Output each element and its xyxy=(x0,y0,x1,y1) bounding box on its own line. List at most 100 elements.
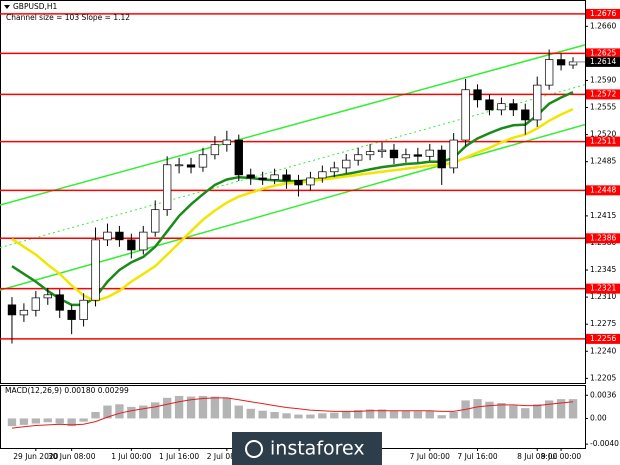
macd-bar xyxy=(19,418,29,425)
candle-body xyxy=(67,309,76,320)
candle-body xyxy=(55,294,64,311)
y-tick-label: 1.2590 xyxy=(590,75,616,84)
macd-bar xyxy=(389,410,399,419)
candle-body xyxy=(294,179,303,186)
candle-body xyxy=(270,174,279,180)
y-tick-label: 1.2555 xyxy=(590,103,616,112)
level-label: 1.2676 xyxy=(590,9,616,18)
y-tick-label: 1.2205 xyxy=(590,373,616,382)
macd-bar xyxy=(246,408,255,419)
macd-bar xyxy=(449,412,458,419)
candle-body xyxy=(330,167,339,173)
candle-body xyxy=(437,149,446,169)
chart-title: GBPUSD,H1 xyxy=(13,2,58,11)
candle-body xyxy=(162,164,172,211)
candle-body xyxy=(79,299,88,320)
level-label-box xyxy=(586,333,620,344)
macd-bar xyxy=(55,418,64,424)
x-tick-label: 30 Jun 08:00 xyxy=(48,452,96,461)
candle-body xyxy=(234,139,243,176)
candle-body xyxy=(139,231,148,251)
y-tick-label: 1.2485 xyxy=(590,157,616,166)
y-tick-label: 1.2240 xyxy=(590,346,616,355)
last-price-label: 1.2614 xyxy=(590,57,616,66)
candle-body xyxy=(353,154,363,161)
candle-body xyxy=(151,209,160,233)
macd-bar xyxy=(67,418,76,427)
candle-body xyxy=(258,177,267,180)
macd-bar xyxy=(43,418,52,423)
last-price-box xyxy=(586,56,620,67)
macd-bar xyxy=(91,412,100,419)
level-label: 1.2625 xyxy=(590,48,616,57)
macd-bar xyxy=(521,408,530,419)
macd-bar xyxy=(282,413,291,419)
macd-bar xyxy=(186,396,196,419)
level-label-box xyxy=(586,136,620,147)
candle-body xyxy=(533,84,542,121)
macd-bar xyxy=(497,403,506,419)
level-label-box xyxy=(586,233,620,244)
macd-title: MACD(12,26,9) 0.00180 0.00299 xyxy=(5,386,129,395)
candle-body xyxy=(377,149,387,153)
level-label-box xyxy=(586,48,620,59)
candle-body xyxy=(509,103,518,111)
watermark: instaforex xyxy=(270,438,365,460)
macd-bar xyxy=(127,406,136,419)
macd-bar xyxy=(306,414,315,419)
macd-bar xyxy=(258,410,267,419)
candle-body xyxy=(91,239,100,301)
macd-bar xyxy=(377,409,387,419)
level-label-box xyxy=(586,283,620,294)
macd-bar xyxy=(270,412,279,419)
macd-bar xyxy=(568,399,578,419)
macd-bar xyxy=(509,405,518,419)
moving-average xyxy=(11,90,574,307)
watermark-box xyxy=(232,432,382,465)
x-tick-label: 7 Jul 00:00 xyxy=(410,452,450,461)
macd-bar xyxy=(115,404,124,419)
macd-bar xyxy=(174,395,184,419)
macd-bar xyxy=(318,413,327,419)
candle-body xyxy=(115,231,124,241)
candle-body xyxy=(210,144,220,156)
candle-body xyxy=(7,304,17,316)
candle-body xyxy=(282,174,291,181)
macd-bar xyxy=(7,418,17,427)
macd-bar xyxy=(533,404,542,419)
macd-bar xyxy=(342,411,351,419)
channel-mid xyxy=(0,84,586,249)
macd-bar xyxy=(198,395,208,419)
candle-body xyxy=(365,151,375,156)
candle-body xyxy=(521,109,530,121)
y-tick-label: 1.2310 xyxy=(590,292,616,301)
candle-body xyxy=(174,164,184,167)
y-tick-label: 1.2660 xyxy=(590,21,616,30)
candle-body xyxy=(485,99,494,111)
plot-layer: 1.2660 1.2590 1.2555 1.2520 1.2485 1.2415 1.23… xyxy=(0,8,620,461)
macd-bar xyxy=(485,401,494,419)
macd-tick-label: 0.0036 xyxy=(590,390,616,399)
level-label: 1.2321 xyxy=(590,284,616,293)
x-tick-label: 1 Jul 16:00 xyxy=(159,452,199,461)
macd-bar xyxy=(222,397,232,419)
candle-body xyxy=(31,297,41,311)
candle-body xyxy=(544,59,554,86)
macd-bar xyxy=(294,414,303,419)
macd-bar xyxy=(31,418,41,424)
candle-body xyxy=(246,174,255,179)
level-label: 1.2511 xyxy=(590,137,616,146)
macd-bar xyxy=(151,402,160,419)
macd-bar xyxy=(425,410,434,419)
candle-body xyxy=(556,59,566,66)
macd-bar xyxy=(234,405,243,419)
macd-bar xyxy=(413,411,423,419)
chart-subtitle: Channel size = 103 Slope = 1.12 xyxy=(6,13,130,22)
level-label: 1.2448 xyxy=(590,185,616,194)
candle-body xyxy=(186,164,196,168)
candle-body xyxy=(103,231,112,241)
candle-body xyxy=(425,149,434,157)
candle-body xyxy=(461,89,470,141)
candle-body xyxy=(342,159,351,169)
